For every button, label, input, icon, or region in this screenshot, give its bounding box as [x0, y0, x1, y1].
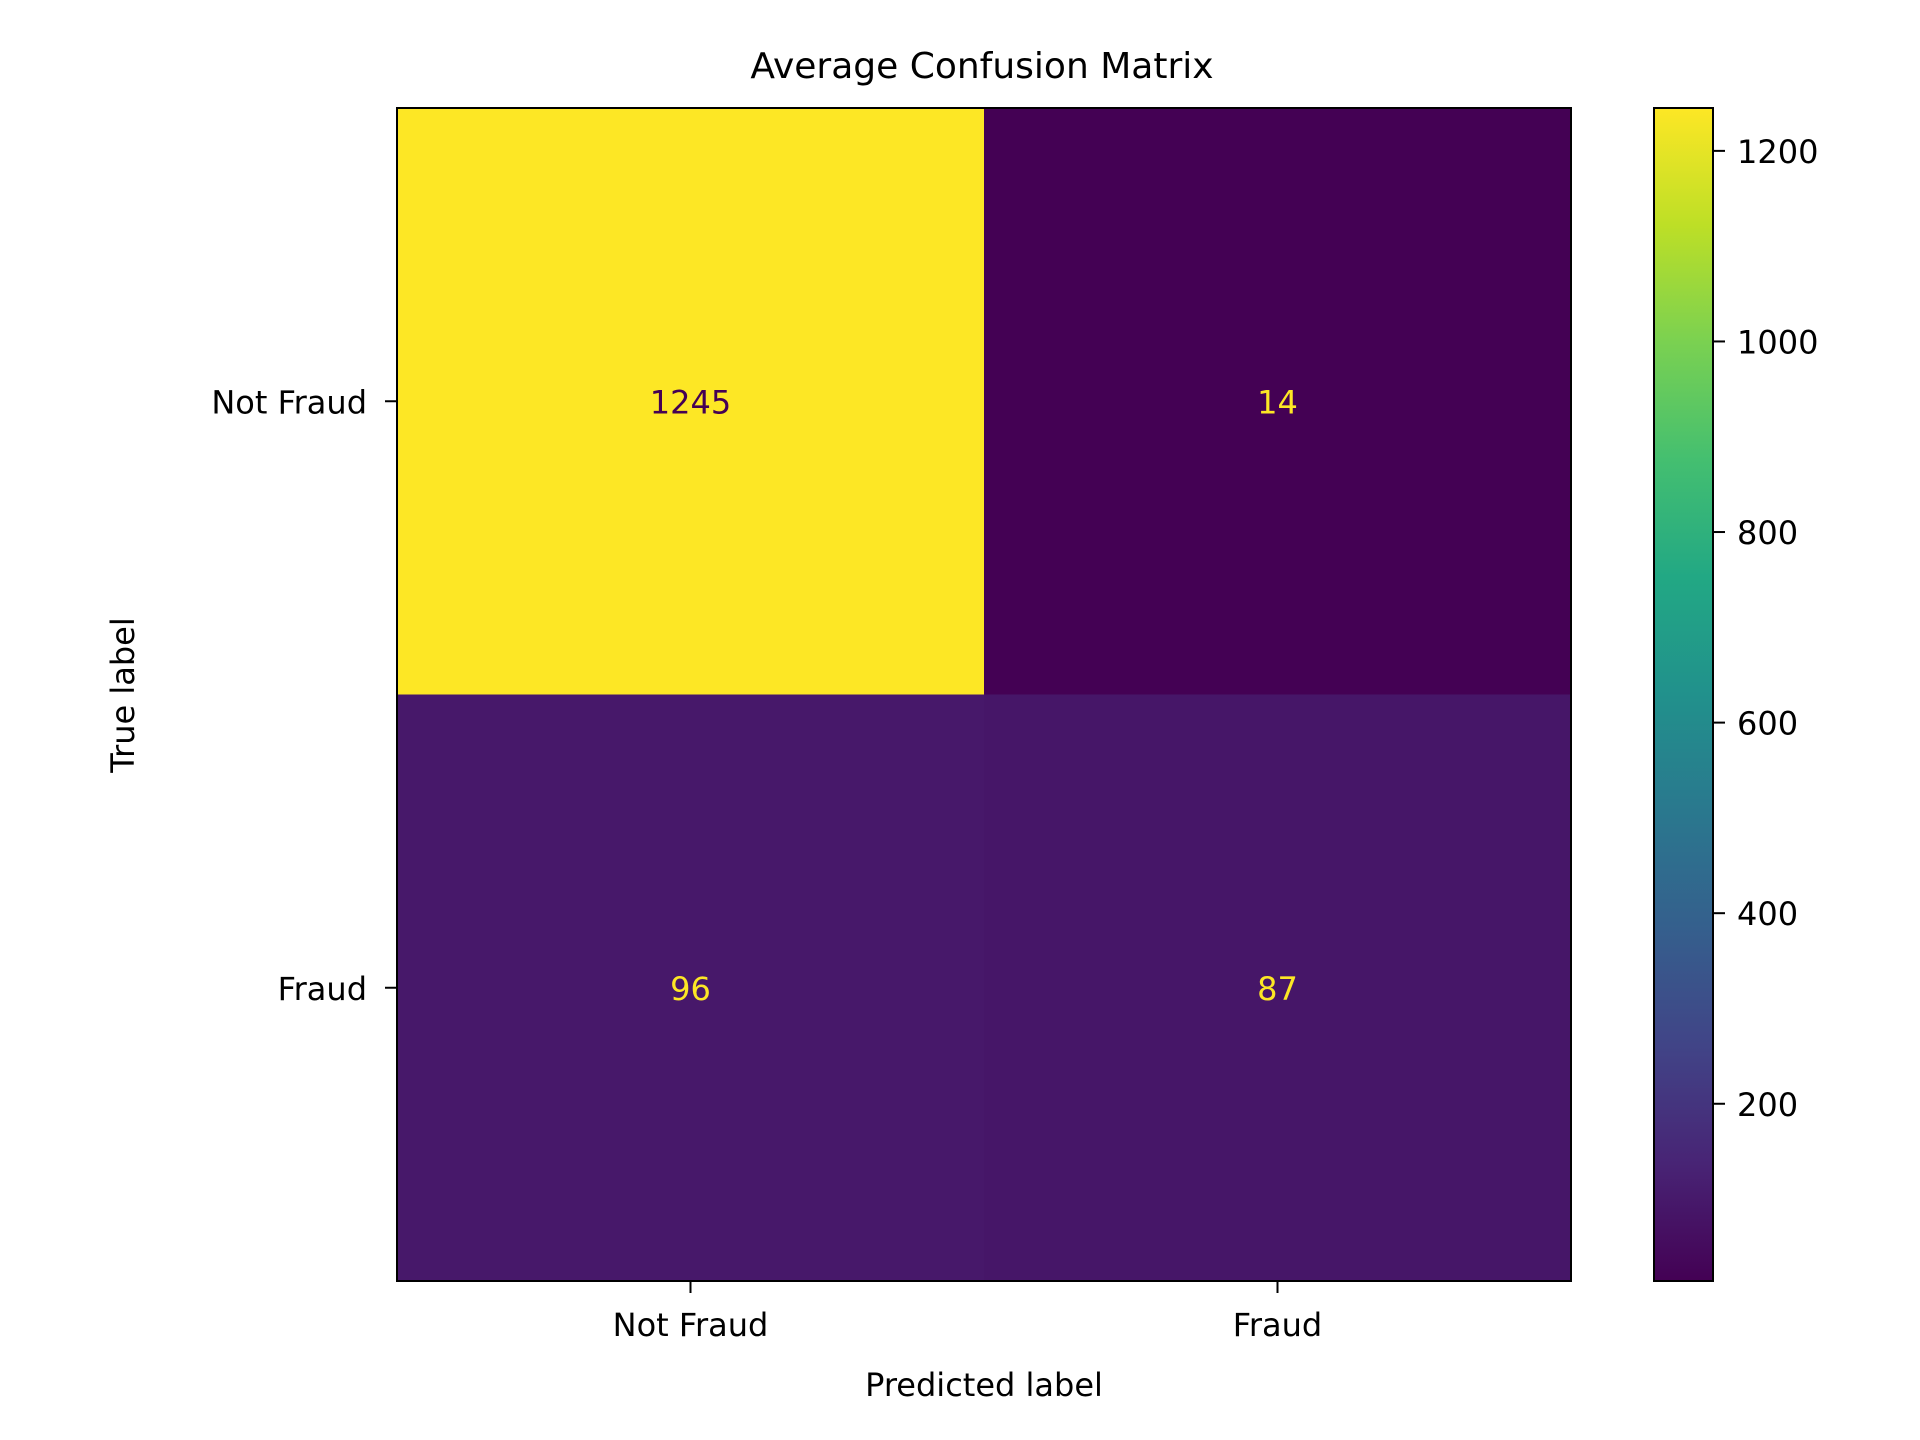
colorbar-tick-label: 400 [1737, 895, 1798, 933]
chart-title: Average Confusion Matrix [750, 46, 1213, 87]
heatmap-cells [397, 108, 1572, 1282]
colorbar-tick-label: 1000 [1737, 323, 1818, 361]
heatmap-cell [397, 694, 985, 1282]
colorbar-tick-label: 200 [1737, 1086, 1798, 1124]
y-axis-ticks: Not Fraud Fraud [211, 383, 397, 1008]
heatmap-cell [984, 694, 1572, 1282]
colorbar-tick-label: 800 [1737, 514, 1798, 552]
heatmap-cell [984, 108, 1572, 695]
heatmap-cell-labels: 1245 14 96 87 [650, 383, 1298, 1008]
x-axis-label: Predicted label [865, 1366, 1103, 1404]
plot-frame [396, 107, 1572, 1282]
x-axis-ticks: Not Fraud Fraud [613, 1281, 1322, 1344]
colorbar-tick-label: 1200 [1737, 133, 1818, 171]
cell-value-label: 96 [670, 970, 711, 1008]
colorbar-tick-label: 600 [1737, 705, 1798, 743]
heatmap-cell [397, 108, 985, 695]
x-tick-label: Fraud [1233, 1306, 1322, 1344]
colorbar-ticks: 200 400 600 800 1000 1200 [1713, 133, 1818, 1124]
y-tick-label: Not Fraud [211, 383, 367, 421]
y-axis-label: True label [104, 617, 142, 774]
colorbar [1653, 107, 1714, 1282]
y-tick-label: Fraud [278, 970, 367, 1008]
cell-value-label: 87 [1257, 970, 1298, 1008]
cell-value-label: 1245 [650, 383, 731, 421]
cell-value-label: 14 [1257, 383, 1298, 421]
x-tick-label: Not Fraud [613, 1306, 769, 1344]
